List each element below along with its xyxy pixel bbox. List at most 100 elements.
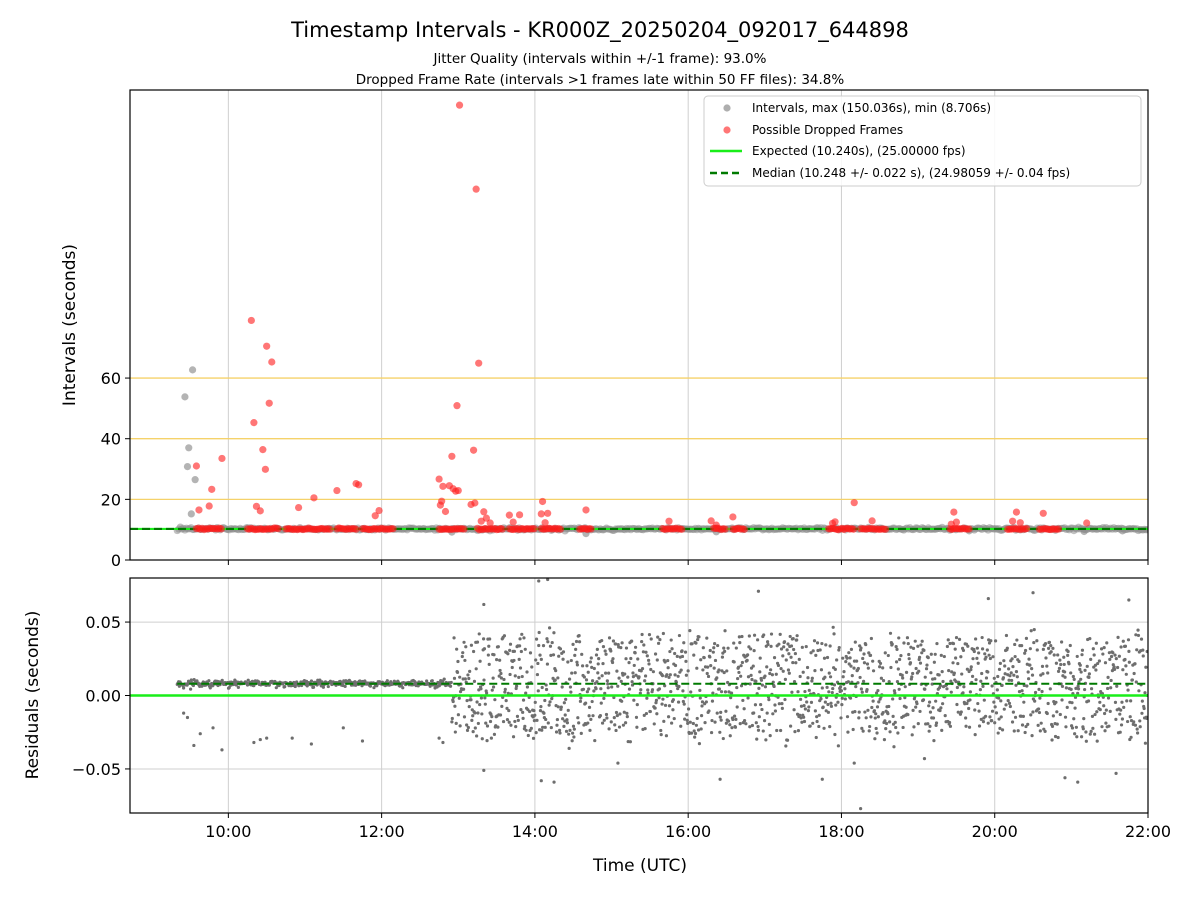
residual-point xyxy=(1043,729,1047,733)
residual-point xyxy=(922,648,926,652)
residual-point xyxy=(1013,642,1017,647)
residual-point xyxy=(621,723,626,727)
intervals-y-tick-label: 0 xyxy=(111,551,121,570)
dropped-point xyxy=(1083,519,1091,527)
chart-title: Timestamp Intervals - KR000Z_20250204_09… xyxy=(290,18,909,43)
residual-point xyxy=(476,721,480,726)
residual-point xyxy=(555,717,560,722)
residual-point xyxy=(468,669,472,673)
residual-point xyxy=(754,679,758,683)
residual-point xyxy=(1085,664,1089,668)
x-tick-label: 12:00 xyxy=(359,822,405,841)
residual-point xyxy=(807,705,811,709)
residual-point xyxy=(930,682,934,686)
residual-point xyxy=(498,668,502,673)
residual-point xyxy=(1056,669,1061,673)
residual-point xyxy=(257,680,261,684)
residual-point xyxy=(1108,709,1112,713)
residual-point xyxy=(602,696,606,700)
residual-point xyxy=(927,704,931,708)
residual-point xyxy=(954,679,958,684)
residual-point xyxy=(1010,720,1015,724)
intervals-y-tick-label: 20 xyxy=(101,490,121,509)
residual-point xyxy=(887,679,891,684)
residual-point xyxy=(1011,710,1015,714)
residual-point xyxy=(343,684,347,688)
residual-point xyxy=(812,639,817,643)
residual-point xyxy=(600,674,604,678)
residual-point xyxy=(831,686,835,691)
residual-point xyxy=(1000,728,1005,732)
residual-point xyxy=(1079,735,1084,739)
residual-point xyxy=(829,701,833,705)
residual-point xyxy=(793,730,797,734)
residual-point xyxy=(659,733,663,737)
residual-point xyxy=(460,654,464,659)
dropped-point xyxy=(256,507,264,515)
residual-point xyxy=(744,722,748,726)
residual-point xyxy=(835,658,839,662)
residual-point xyxy=(904,705,908,709)
residual-point xyxy=(521,698,526,702)
residual-point xyxy=(1094,668,1098,672)
residual-point xyxy=(640,667,645,671)
dropped-point xyxy=(263,342,271,350)
residual-point xyxy=(1006,698,1010,703)
residual-point xyxy=(518,666,523,670)
dropped-point xyxy=(582,506,590,514)
residual-point xyxy=(658,638,662,642)
residual-point xyxy=(1134,633,1138,637)
residual-point xyxy=(754,721,758,725)
residual-point xyxy=(1119,708,1123,712)
residual-point xyxy=(748,725,752,729)
residual-point xyxy=(891,697,895,701)
residual-point xyxy=(956,661,960,666)
dropped-point xyxy=(475,359,483,367)
residuals-points xyxy=(130,578,1148,811)
residual-point xyxy=(881,710,885,715)
dropped-point xyxy=(665,517,673,525)
residual-point xyxy=(840,696,844,700)
residual-point xyxy=(697,742,702,746)
residual-point xyxy=(973,733,977,737)
residual-point xyxy=(815,715,819,719)
residual-point xyxy=(740,660,745,665)
residual-point xyxy=(1132,671,1136,676)
residual-point xyxy=(864,642,868,647)
residual-point xyxy=(1030,673,1035,677)
residual-point xyxy=(907,652,911,657)
residual-point xyxy=(631,671,635,675)
residual-point xyxy=(721,736,725,741)
residual-point xyxy=(1095,739,1099,743)
residual-point xyxy=(1106,686,1110,691)
residual-point xyxy=(1145,716,1148,720)
residual-point xyxy=(728,723,732,727)
residual-point xyxy=(848,656,852,660)
residual-point xyxy=(538,709,543,713)
dropped-point xyxy=(217,525,225,533)
residual-point xyxy=(805,665,810,670)
residual-point xyxy=(682,702,686,706)
residual-point xyxy=(670,721,674,725)
residual-point xyxy=(780,706,784,710)
residual-point xyxy=(585,690,589,694)
residual-point xyxy=(1008,704,1012,709)
residual-point xyxy=(887,704,891,709)
residual-point xyxy=(736,665,741,669)
residual-point xyxy=(189,678,193,682)
residual-point xyxy=(723,690,728,694)
residual-point xyxy=(1113,653,1117,657)
residual-point xyxy=(1024,724,1028,729)
residual-point xyxy=(1089,657,1093,661)
residual-point xyxy=(717,668,721,672)
residual-point xyxy=(977,724,982,728)
residual-point xyxy=(665,673,669,677)
residual-point xyxy=(552,780,556,784)
dropped-point xyxy=(965,525,973,533)
residual-point xyxy=(523,647,527,651)
residual-point xyxy=(471,649,476,654)
residual-point xyxy=(968,690,973,694)
residual-point xyxy=(925,663,929,667)
residual-point xyxy=(726,719,731,723)
residual-point xyxy=(1121,668,1125,672)
